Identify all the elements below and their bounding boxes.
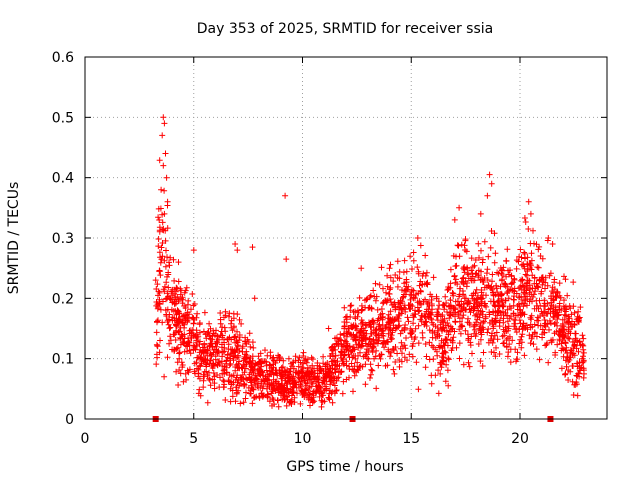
x-tick-label: 10: [294, 431, 312, 447]
x-tick-label: 15: [402, 431, 420, 447]
y-tick-label: 0.5: [52, 110, 74, 126]
x-tick-labels: 0 5 10 15 20: [81, 431, 529, 447]
x-tick-label: 5: [189, 431, 198, 447]
y-tick-label: 0.6: [52, 50, 74, 66]
x-tick-label: 20: [511, 431, 529, 447]
y-tick-labels: 0 0.1 0.2 0.3 0.4 0.5 0.6: [52, 50, 74, 428]
y-axis-label: SRMTID / TECUs: [6, 182, 22, 295]
y-tick-label: 0: [65, 412, 74, 428]
y-tick-label: 0.2: [52, 291, 74, 307]
axis-ticks: [84, 56, 607, 420]
grid: [85, 57, 607, 419]
chart-title: Day 353 of 2025, SRMTID for receiver ssi…: [197, 21, 493, 37]
x-axis-label: GPS time / hours: [286, 459, 403, 475]
y-tick-label: 0.1: [52, 352, 74, 368]
x-tick-label: 0: [81, 431, 90, 447]
y-tick-label: 0.3: [52, 231, 74, 247]
data-points: [152, 114, 587, 410]
data-point-markers: [152, 114, 587, 410]
y-tick-label: 0.4: [52, 171, 74, 187]
